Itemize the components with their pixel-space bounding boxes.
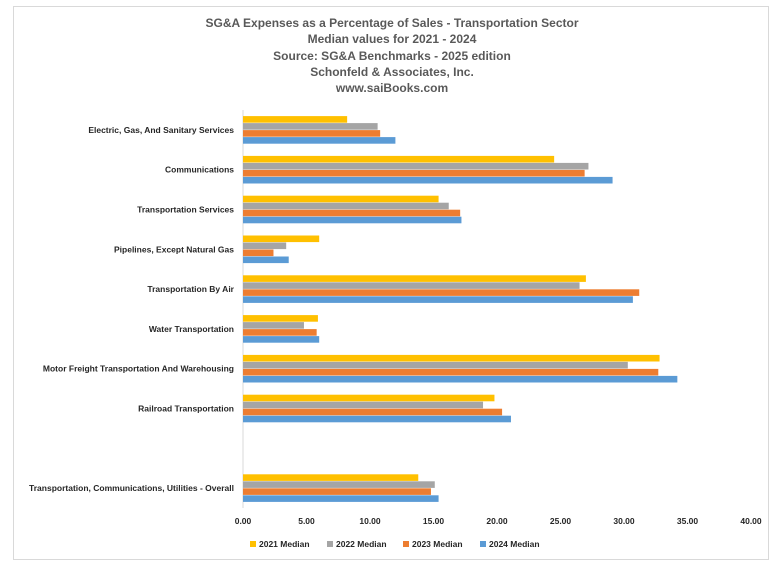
- chart-title-line-5: www.saiBooks.com: [335, 81, 448, 95]
- bar-2023-median-6: [243, 329, 317, 336]
- x-tick-label-2: 5.00: [298, 516, 315, 526]
- bar-2021-median-7: [243, 355, 660, 362]
- chart-title-line-1: SG&A Expenses as a Percentage of Sales -…: [205, 16, 578, 30]
- bar-2021-median-6: [243, 315, 318, 322]
- bar-2023-median-10: [243, 488, 431, 495]
- legend-swatch-2021-median: [250, 541, 256, 547]
- x-tick-label-6: 25.00: [550, 516, 572, 526]
- x-tick-label-7: 30.00: [613, 516, 635, 526]
- bar-2022-median-3: [243, 203, 449, 210]
- category-label-2: Communications: [165, 165, 234, 175]
- bar-2021-median-8: [243, 395, 494, 402]
- legend-swatch-2022-median: [327, 541, 333, 547]
- bars-layer: [243, 110, 677, 508]
- category-label-10: Transportation, Communications, Utilitie…: [29, 483, 234, 493]
- legend-label-2021-median: 2021 Median: [259, 539, 310, 549]
- category-label-6: Water Transportation: [149, 324, 234, 334]
- bar-2023-median-3: [243, 210, 460, 217]
- chart: SG&A Expenses as a Percentage of Sales -…: [0, 0, 784, 569]
- bar-2024-median-1: [243, 137, 395, 144]
- bar-2023-median-4: [243, 250, 273, 257]
- legend-label-2023-median: 2023 Median: [412, 539, 463, 549]
- bar-2022-median-5: [243, 282, 580, 289]
- bar-2021-median-3: [243, 196, 439, 203]
- chart-title-block: SG&A Expenses as a Percentage of Sales -…: [205, 16, 578, 95]
- bar-2024-median-6: [243, 336, 319, 343]
- legend-label-2022-median: 2022 Median: [336, 539, 387, 549]
- category-label-5: Transportation By Air: [147, 284, 234, 294]
- bar-2022-median-7: [243, 362, 628, 369]
- bar-2023-median-5: [243, 289, 639, 296]
- bar-2021-median-10: [243, 474, 418, 481]
- x-tick-label-5: 20.00: [486, 516, 508, 526]
- legend: 2021 Median 2022 Median 2023 Median 2024 Me…: [250, 539, 540, 549]
- category-label-8: Railroad Transportation: [138, 404, 234, 414]
- bar-2024-median-4: [243, 257, 289, 264]
- category-label-3: Transportation Services: [137, 205, 234, 215]
- bar-2023-median-8: [243, 409, 502, 416]
- bar-2021-median-1: [243, 116, 347, 123]
- bar-2021-median-4: [243, 236, 319, 243]
- x-tick-label-1: 0.00: [235, 516, 252, 526]
- bar-2024-median-3: [243, 217, 461, 224]
- category-label-7: Motor Freight Transportation And Warehou…: [43, 364, 234, 374]
- chart-title-line-4: Schonfeld & Associates, Inc.: [310, 65, 474, 79]
- category-label-4: Pipelines, Except Natural Gas: [114, 244, 234, 254]
- category-label-1: Electric, Gas, And Sanitary Services: [88, 125, 234, 135]
- bar-2023-median-2: [243, 170, 585, 177]
- bar-2022-median-4: [243, 243, 286, 250]
- legend-swatch-2023-median: [403, 541, 409, 547]
- x-tick-label-8: 35.00: [677, 516, 699, 526]
- legend-label-2024-median: 2024 Median: [489, 539, 540, 549]
- bar-2022-median-8: [243, 402, 483, 409]
- bar-2024-median-7: [243, 376, 677, 383]
- bar-2024-median-2: [243, 177, 613, 184]
- x-axis-ticks: 0.00 5.00 10.00 15.00 20.00 25.00 30.00 35.00 40…: [235, 516, 762, 526]
- bar-2024-median-8: [243, 416, 511, 423]
- bar-2023-median-7: [243, 369, 658, 376]
- bar-2023-median-1: [243, 130, 380, 137]
- category-labels: Electric, Gas, And Sanitary Services Comm…: [29, 125, 235, 493]
- legend-swatch-2024-median: [480, 541, 486, 547]
- bar-2024-median-10: [243, 495, 439, 502]
- x-tick-label-9: 40.00: [740, 516, 762, 526]
- bar-2022-median-1: [243, 123, 378, 130]
- chart-title-line-2: Median values for 2021 - 2024: [308, 32, 477, 46]
- bar-2021-median-2: [243, 156, 554, 163]
- bar-2021-median-5: [243, 275, 586, 282]
- x-tick-label-4: 15.00: [423, 516, 445, 526]
- chart-title-line-3: Source: SG&A Benchmarks - 2025 edition: [273, 49, 511, 63]
- x-tick-label-3: 10.00: [359, 516, 381, 526]
- bar-2024-median-5: [243, 296, 633, 303]
- bar-2022-median-6: [243, 322, 304, 329]
- bar-2022-median-2: [243, 163, 588, 170]
- bar-2022-median-10: [243, 481, 435, 488]
